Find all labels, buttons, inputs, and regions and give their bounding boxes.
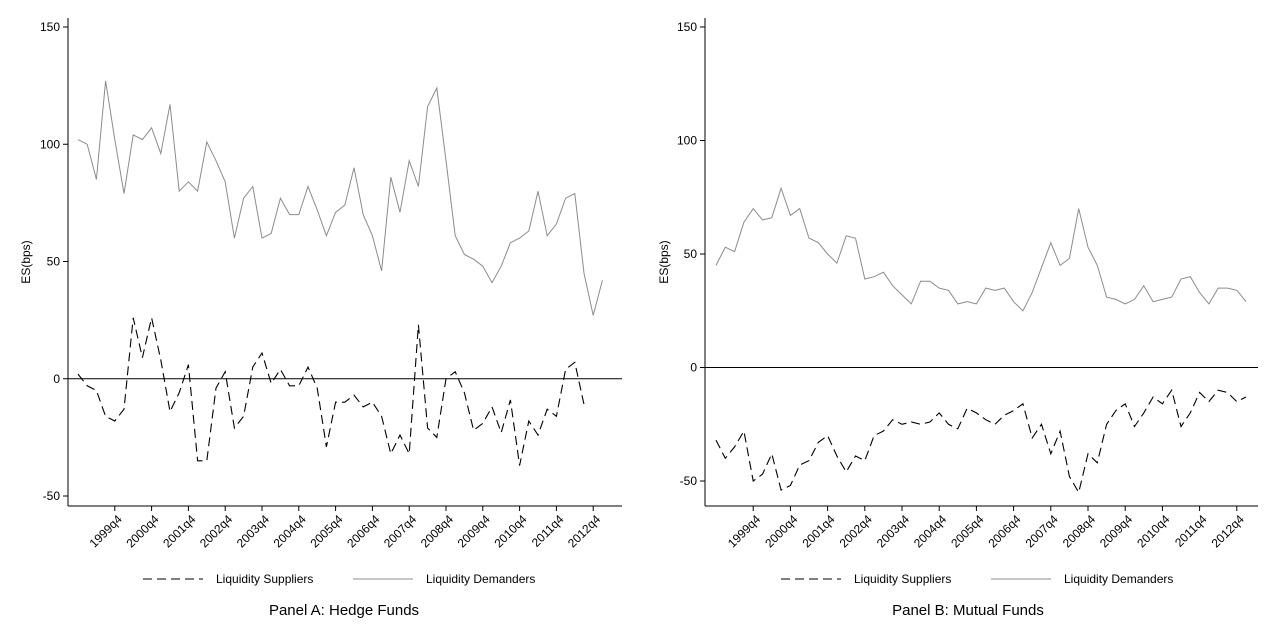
- x-tick-label: 2005q4: [307, 512, 345, 550]
- panel-title: Panel B: Mutual Funds: [892, 602, 1044, 619]
- y-tick-label: 50: [47, 255, 61, 269]
- y-tick-label: -50: [680, 474, 698, 488]
- x-tick-label: 2010q4: [491, 512, 529, 550]
- panel-hedge-funds: -50 0 50 100 150 1999q42000q42001q42002q42003…: [19, 18, 622, 619]
- legend-label-suppliers: Liquidity Suppliers: [854, 572, 951, 586]
- x-tick-label: 2012q4: [1209, 512, 1247, 550]
- y-tick-label: 150: [677, 20, 697, 34]
- panel-mutual-funds: -50 0 50 100 150 1999q42000q42001q42002q42003…: [657, 18, 1258, 619]
- x-tick-label: 2011q4: [1172, 512, 1210, 550]
- x-tick-label: 2008q4: [1060, 512, 1098, 550]
- series-line-liquidity-demanders: [77, 80, 603, 316]
- x-tick-label: 2005q4: [948, 512, 986, 550]
- y-tick-label: 50: [684, 247, 698, 261]
- legend-label-demanders: Liquidity Demanders: [1064, 572, 1173, 586]
- x-tick-label: 2001q4: [799, 512, 837, 550]
- x-tick-label: 2008q4: [418, 512, 456, 550]
- y-tick-label: 150: [40, 20, 60, 34]
- y-tick-label: -50: [43, 489, 61, 503]
- x-tick-label: 2004q4: [911, 512, 949, 550]
- legend-label-demanders: Liquidity Demanders: [426, 572, 535, 586]
- x-tick-label: 2011q4: [529, 512, 567, 550]
- x-tick-label: 2006q4: [344, 512, 382, 550]
- series-line-liquidity-suppliers: [77, 317, 585, 466]
- y-tick-label: 100: [40, 137, 60, 151]
- y-tick-label: 100: [677, 134, 697, 148]
- series-line-liquidity-demanders: [715, 186, 1247, 312]
- panel-title: Panel A: Hedge Funds: [269, 602, 419, 619]
- y-axis-label: ES(bps): [19, 240, 33, 283]
- x-tick-label: 2010q4: [1134, 512, 1172, 550]
- x-tick-label: 2000q4: [123, 512, 161, 550]
- y-tick-label: 0: [53, 372, 60, 386]
- x-tick-label: 2004q4: [271, 512, 309, 550]
- x-tick-label: 2002q4: [837, 512, 875, 550]
- x-tick-label: 2012q4: [565, 512, 603, 550]
- x-tick-label: 2002q4: [197, 512, 235, 550]
- x-tick-label: 2007q4: [381, 512, 419, 550]
- series-line-liquidity-suppliers: [715, 388, 1247, 494]
- y-axis-label: ES(bps): [657, 240, 671, 283]
- x-tick-label: 2003q4: [234, 512, 272, 550]
- x-tick-label: 2007q4: [1023, 512, 1061, 550]
- x-tick-label: 2009q4: [455, 512, 493, 550]
- x-tick-label: 2006q4: [985, 512, 1023, 550]
- x-tick-label: 1999q4: [725, 512, 763, 550]
- x-tick-label: 2000q4: [762, 512, 800, 550]
- legend-label-suppliers: Liquidity Suppliers: [216, 572, 313, 586]
- x-tick-label: 2001q4: [160, 512, 198, 550]
- y-tick-label: 0: [690, 361, 697, 375]
- x-tick-label: 2009q4: [1097, 512, 1135, 550]
- x-tick-label: 1999q4: [87, 512, 125, 550]
- x-tick-label: 2003q4: [874, 512, 912, 550]
